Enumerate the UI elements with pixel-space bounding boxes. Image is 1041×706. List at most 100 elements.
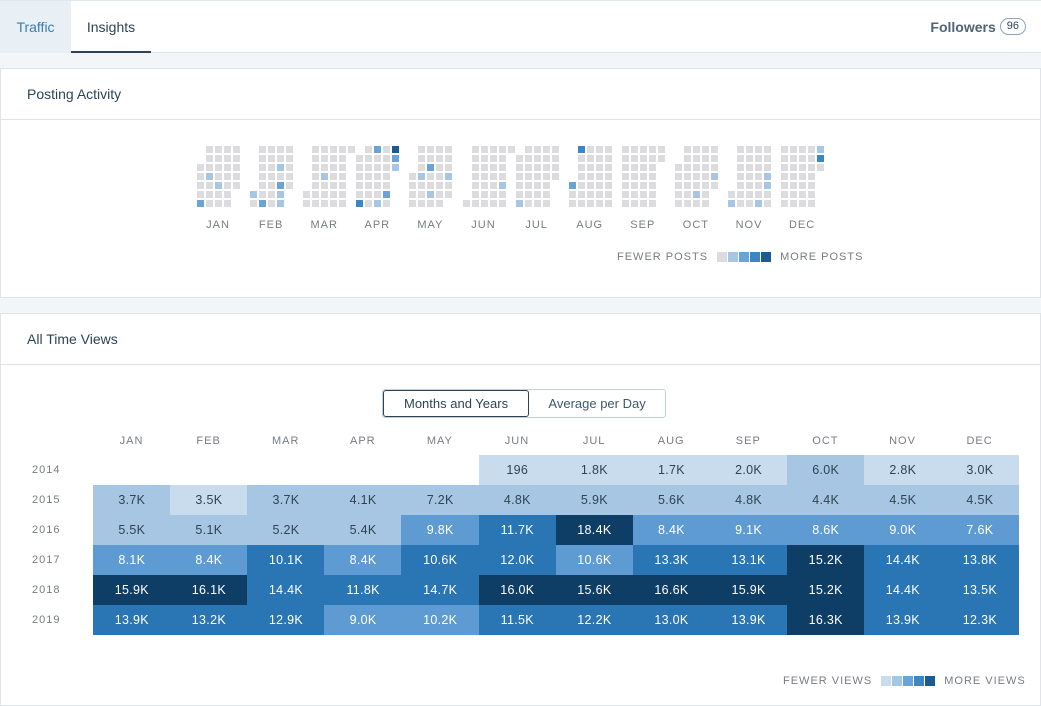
views-cell[interactable]: 3.7K (247, 485, 325, 515)
day-cell[interactable] (498, 146, 506, 153)
day-cell[interactable] (339, 164, 347, 171)
views-cell[interactable]: 4.5K (864, 485, 942, 515)
day-cell[interactable] (480, 146, 488, 153)
day-cell[interactable] (586, 200, 594, 207)
views-cell[interactable]: 8.4K (170, 545, 248, 575)
views-cell[interactable]: 7.2K (401, 485, 479, 515)
day-cell[interactable] (330, 191, 338, 198)
day-cell[interactable] (586, 146, 594, 153)
views-cell[interactable]: 5.2K (247, 515, 325, 545)
day-cell[interactable] (383, 200, 391, 207)
tab-insights[interactable]: Insights (71, 1, 151, 53)
day-cell[interactable] (710, 182, 718, 189)
day-cell[interactable] (197, 182, 204, 189)
day-cell[interactable] (259, 182, 267, 189)
day-cell[interactable] (542, 155, 550, 162)
day-cell[interactable] (339, 200, 347, 207)
day-cell[interactable] (701, 146, 709, 153)
day-cell[interactable] (533, 182, 541, 189)
day-cell[interactable] (577, 173, 585, 180)
day-cell[interactable] (286, 164, 294, 171)
day-cell[interactable] (755, 164, 762, 171)
day-cell[interactable] (365, 182, 373, 189)
day-cell[interactable] (817, 155, 825, 162)
day-cell[interactable] (374, 155, 382, 162)
day-cell[interactable] (799, 173, 807, 180)
day-cell[interactable] (630, 173, 638, 180)
day-cell[interactable] (277, 191, 285, 198)
views-cell[interactable]: 11.5K (478, 605, 557, 635)
views-cell[interactable]: 13.1K (709, 545, 788, 575)
views-cell[interactable]: 15.2K (786, 575, 865, 605)
day-cell[interactable] (445, 191, 453, 198)
day-cell[interactable] (383, 146, 391, 153)
views-cell[interactable]: 14.4K (864, 575, 942, 605)
day-cell[interactable] (595, 182, 603, 189)
views-cell[interactable]: 1.8K (555, 455, 634, 485)
day-cell[interactable] (524, 146, 532, 153)
day-cell[interactable] (418, 164, 426, 171)
day-cell[interactable] (524, 191, 532, 198)
day-cell[interactable] (224, 146, 231, 153)
day-cell[interactable] (621, 191, 629, 198)
day-cell[interactable] (764, 164, 771, 171)
views-cell[interactable]: 12.3K (941, 605, 1019, 635)
day-cell[interactable] (533, 146, 541, 153)
day-cell[interactable] (215, 182, 222, 189)
day-cell[interactable] (648, 155, 656, 162)
day-cell[interactable] (383, 182, 391, 189)
day-cell[interactable] (224, 155, 231, 162)
day-cell[interactable] (259, 191, 267, 198)
views-cell[interactable]: 10.6K (401, 545, 479, 575)
day-cell[interactable] (604, 173, 612, 180)
day-cell[interactable] (524, 155, 532, 162)
day-cell[interactable] (674, 191, 682, 198)
views-cell[interactable]: 10.2K (401, 605, 479, 635)
day-cell[interactable] (268, 200, 276, 207)
day-cell[interactable] (312, 182, 320, 189)
day-cell[interactable] (764, 200, 771, 207)
day-cell[interactable] (418, 191, 426, 198)
day-cell[interactable] (392, 155, 400, 162)
day-cell[interactable] (551, 146, 559, 153)
views-cell[interactable]: 8.1K (93, 545, 171, 575)
day-cell[interactable] (445, 164, 453, 171)
day-cell[interactable] (471, 182, 479, 189)
day-cell[interactable] (737, 191, 744, 198)
day-cell[interactable] (206, 200, 213, 207)
day-cell[interactable] (471, 200, 479, 207)
day-cell[interactable] (471, 164, 479, 171)
day-cell[interactable] (409, 173, 417, 180)
day-cell[interactable] (764, 191, 771, 198)
day-cell[interactable] (259, 200, 267, 207)
day-cell[interactable] (365, 200, 373, 207)
day-cell[interactable] (542, 200, 550, 207)
day-cell[interactable] (755, 182, 762, 189)
day-cell[interactable] (445, 173, 453, 180)
day-cell[interactable] (630, 182, 638, 189)
day-cell[interactable] (321, 164, 329, 171)
day-cell[interactable] (277, 164, 285, 171)
day-cell[interactable] (409, 200, 417, 207)
views-cell[interactable]: 16.3K (786, 605, 865, 635)
day-cell[interactable] (692, 191, 700, 198)
day-cell[interactable] (224, 164, 231, 171)
views-cell[interactable]: 5.1K (170, 515, 248, 545)
day-cell[interactable] (418, 182, 426, 189)
day-cell[interactable] (427, 182, 435, 189)
day-cell[interactable] (683, 173, 691, 180)
views-cell[interactable]: 2.8K (864, 455, 942, 485)
views-cell[interactable]: 11.7K (478, 515, 557, 545)
day-cell[interactable] (701, 182, 709, 189)
day-cell[interactable] (206, 146, 213, 153)
day-cell[interactable] (728, 191, 735, 198)
views-cell[interactable]: 196 (478, 455, 557, 485)
day-cell[interactable] (808, 182, 816, 189)
day-cell[interactable] (365, 164, 373, 171)
day-cell[interactable] (808, 164, 816, 171)
day-cell[interactable] (790, 146, 798, 153)
day-cell[interactable] (790, 164, 798, 171)
views-cell[interactable]: 5.9K (555, 485, 634, 515)
day-cell[interactable] (746, 200, 753, 207)
day-cell[interactable] (630, 191, 638, 198)
